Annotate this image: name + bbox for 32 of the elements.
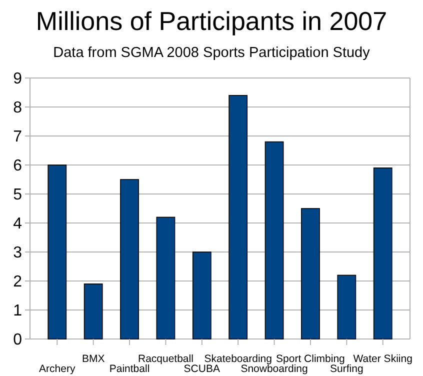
bar: [156, 216, 176, 340]
chart-subtitle: Data from SGMA 2008 Sports Participation Study: [53, 45, 371, 61]
bar: [120, 179, 139, 340]
y-tick-label: 8: [13, 100, 22, 117]
bar: [84, 284, 103, 340]
y-tick-label: 0: [13, 332, 22, 349]
x-tick-label: Water Skiing: [353, 353, 413, 365]
y-tick-label: 7: [13, 128, 22, 146]
x-tick-label: BMX: [82, 353, 105, 365]
bar: [264, 141, 284, 340]
y-tick-label: 2: [13, 274, 22, 291]
chart-title: Millions of Participants in 2007: [36, 6, 388, 36]
x-tick-label: Skateboarding: [204, 353, 272, 365]
y-tick-label: 6: [13, 158, 22, 175]
bar: [301, 208, 320, 340]
bar: [192, 252, 212, 340]
bar: [228, 95, 248, 340]
x-tick-label: SCUBA: [184, 363, 220, 375]
y-tick-label: 3: [13, 244, 22, 262]
x-tick-label: Sport Climbing: [276, 353, 346, 365]
y-tick-label: 1: [13, 302, 22, 320]
x-tick-label: Snowboarding: [240, 363, 308, 375]
y-tick-label: 9: [13, 70, 22, 88]
y-tick-label: 4: [13, 216, 22, 233]
x-tick-label: Racquetball: [138, 353, 194, 365]
x-tick-label: Surfing: [330, 363, 364, 375]
x-tick-label: Archery: [39, 363, 76, 375]
bar: [48, 164, 67, 340]
x-tick-label: Paintball: [109, 363, 150, 375]
y-tick-label: 5: [13, 186, 22, 204]
bar: [373, 168, 392, 340]
bar: [337, 274, 356, 340]
